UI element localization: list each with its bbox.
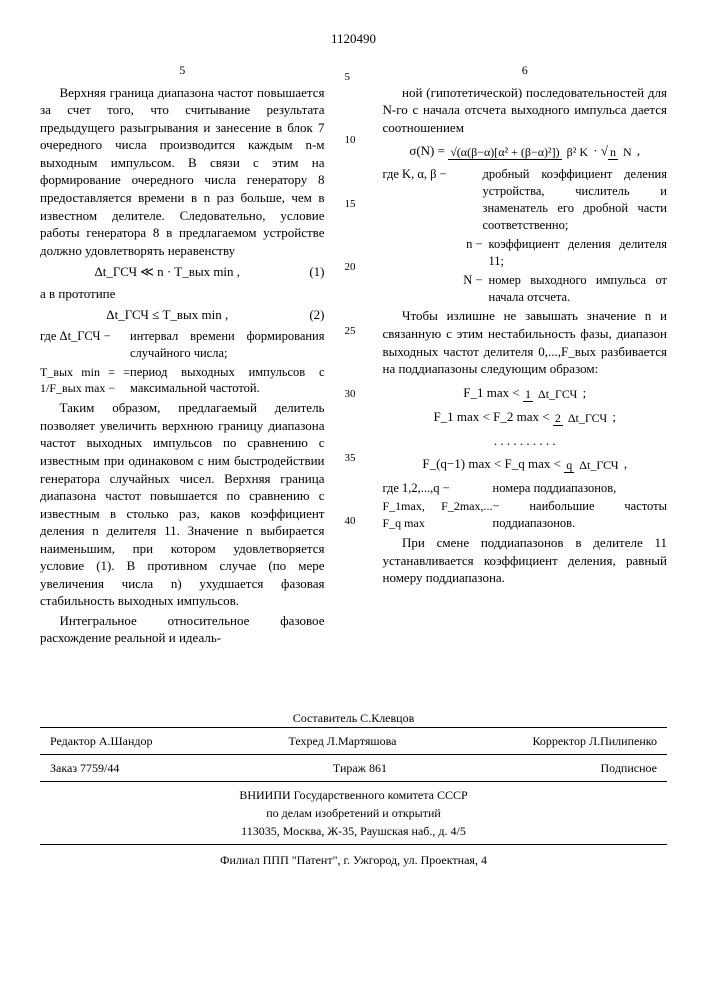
eq-range-2: F_1 max < F_2 max < 2 Δt_ГСЧ ;: [383, 408, 668, 426]
footer-addr1: 113035, Москва, Ж-35, Раушская наб., д. …: [40, 822, 667, 840]
col-num-left: 5: [40, 62, 325, 78]
eq-rq-top: q: [564, 458, 574, 473]
eq-r1-bot: Δt_ГСЧ: [536, 387, 579, 401]
eq-rq-left: F_(q−1) max < F_q max <: [422, 456, 561, 471]
footer-tirazh: Тираж 861: [333, 759, 387, 777]
equation-2: Δt_ГСЧ ≤ T_вых min , (2): [40, 306, 325, 324]
eq-r2-top: 2: [553, 411, 563, 426]
left-p3: Таким образом, предлагаемый делитель поз…: [40, 399, 325, 610]
ln-10: 10: [345, 133, 363, 148]
where1-desc: интервал времени формирования случайного…: [130, 328, 325, 362]
ln-15: 15: [345, 197, 363, 212]
left-p1: Верхняя граница диапазона частот повышае…: [40, 84, 325, 259]
right-p2: Чтобы излишне не завышать значение n и с…: [383, 307, 668, 377]
footer-org1: ВНИИПИ Государственного комитета СССР: [40, 786, 667, 804]
eq-dots: . . . . . . . . . .: [383, 432, 668, 450]
eq2-body: Δt_ГСЧ ≤ T_вых min ,: [40, 306, 295, 324]
eq1-body: Δt_ГСЧ ≪ n · T_вых min ,: [40, 263, 295, 281]
footer-order: Заказ 7759/44: [50, 759, 119, 777]
eq-main-rt: n: [608, 145, 618, 160]
two-column-layout: 5 Верхняя граница диапазона частот повыш…: [40, 62, 667, 649]
where-1: где Δt_ГСЧ − интервал времени формирован…: [40, 328, 325, 362]
where-r4-sym: где 1,2,...,q −: [383, 480, 493, 497]
footer-signed: Подписное: [601, 759, 658, 777]
main-equation: σ(N) = √(α(β−α)[α² + (β−α)²]) β² K · √ n…: [383, 142, 668, 160]
eq-range-q: F_(q−1) max < F_q max < q Δt_ГСЧ ,: [383, 455, 668, 473]
eq-main-top: √(α(β−α)[α² + (β−α)²]): [448, 145, 561, 160]
right-p1: ной (гипотетической) последовательностей…: [383, 84, 668, 137]
footer-mid-row: Заказ 7759/44 Тираж 861 Подписное: [40, 755, 667, 782]
where-r2-desc: коэффициент деления делителя 11;: [489, 236, 668, 270]
where-r2-sym: n −: [383, 236, 489, 270]
footer-editor: Редактор А.Шандор: [50, 732, 153, 750]
ln-40: 40: [345, 514, 363, 529]
eq-range-1: F_1 max < 1 Δt_ГСЧ ;: [383, 384, 668, 402]
eq-main-bot: β² K: [565, 145, 590, 159]
ln-25: 25: [345, 324, 363, 339]
eq-rq-bot: Δt_ГСЧ: [577, 458, 620, 472]
ln-5: 5: [345, 70, 363, 85]
footer-corrector: Корректор Л.Пилипенко: [532, 732, 657, 750]
where-r5-desc: − наибольшие частоты поддиапазонов.: [493, 498, 668, 532]
ln-30: 30: [345, 387, 363, 402]
where-r3: N − номер выходного импульса от начала о…: [383, 272, 668, 306]
right-p3: При смене поддиапазонов в делителе 11 ус…: [383, 534, 668, 587]
eq1-num: (1): [295, 263, 325, 281]
footer-org2: по делам изобретений и открытий: [40, 804, 667, 822]
doc-number: 1120490: [40, 30, 667, 48]
where-r1-sym: где K, α, β −: [383, 166, 483, 234]
right-column: 6 ной (гипотетической) последовательност…: [383, 62, 668, 649]
eq-r2-left: F_1 max < F_2 max <: [433, 409, 549, 424]
footer-org: ВНИИПИ Государственного комитета СССР по…: [40, 786, 667, 845]
left-p4: Интегральное относительное фазовое расхо…: [40, 612, 325, 647]
ln-20: 20: [345, 260, 363, 275]
where-r1: где K, α, β − дробный коэффициент делени…: [383, 166, 668, 234]
where-r5-sym: F_1max, F_2max,... F_q max: [383, 498, 493, 532]
where-r4: где 1,2,...,q − номера поддиапазонов,: [383, 480, 668, 497]
eq2-num: (2): [295, 306, 325, 324]
where-r3-desc: номер выходного импульса от начала отсче…: [489, 272, 668, 306]
where2-desc: период выходных импульсов с максимальной…: [130, 364, 325, 398]
footer-top-row: Редактор А.Шандор Техред Л.Мартяшова Кор…: [40, 727, 667, 755]
where-r1-desc: дробный коэффициент деления устройства, …: [483, 166, 668, 234]
left-p2: а в прототипе: [40, 285, 325, 303]
eq-r2-bot: Δt_ГСЧ: [566, 411, 609, 425]
where-r3-sym: N −: [383, 272, 489, 306]
footer: Составитель С.Клевцов Редактор А.Шандор …: [40, 709, 667, 869]
line-numbers: 5 10 15 20 25 30 35 40: [345, 62, 363, 649]
where-r4-desc: номера поддиапазонов,: [493, 480, 668, 497]
equation-1: Δt_ГСЧ ≪ n · T_вых min , (1): [40, 263, 325, 281]
ln-35: 35: [345, 451, 363, 466]
eq-main-rb: N: [621, 145, 634, 159]
footer-techred: Техред Л.Мартяшова: [288, 732, 396, 750]
where1-sym: где Δt_ГСЧ −: [40, 328, 130, 362]
where-2: T_вых min = = 1/F_вых max − период выход…: [40, 364, 325, 398]
eq-r1-left: F_1 max <: [463, 385, 519, 400]
footer-addr2: Филиал ППП "Патент", г. Ужгород, ул. Про…: [40, 851, 667, 869]
left-column: 5 Верхняя граница диапазона частот повыш…: [40, 62, 325, 649]
footer-compiler: Составитель С.Клевцов: [40, 709, 667, 727]
where-r5: F_1max, F_2max,... F_q max − наибольшие …: [383, 498, 668, 532]
eq-main-left: σ(N) =: [409, 143, 445, 158]
where-r2: n − коэффициент деления делителя 11;: [383, 236, 668, 270]
eq-r1-top: 1: [523, 387, 533, 402]
where2-sym: T_вых min = = 1/F_вых max −: [40, 364, 130, 398]
col-num-right: 6: [383, 62, 668, 78]
